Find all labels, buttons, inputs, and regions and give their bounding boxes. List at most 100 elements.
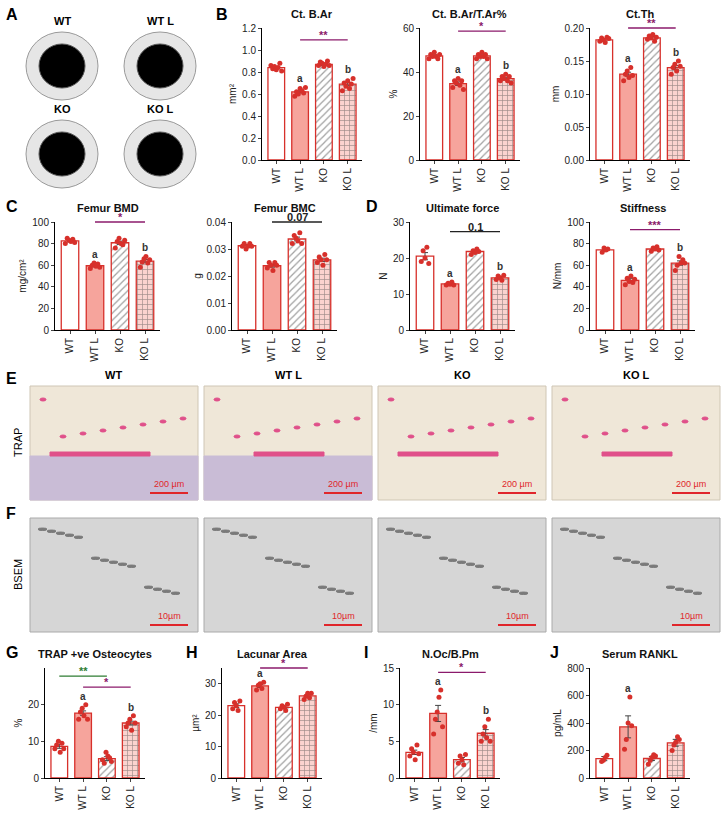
svg-text:I: I	[364, 644, 368, 661]
svg-text:D: D	[366, 198, 378, 215]
svg-text:Ultimate force: Ultimate force	[426, 202, 499, 214]
svg-text:a: a	[455, 64, 461, 75]
svg-text:WT: WT	[429, 168, 440, 184]
svg-text:BSEM: BSEM	[12, 559, 24, 590]
svg-text:KO: KO	[456, 786, 467, 801]
svg-text:KO L: KO L	[623, 369, 650, 381]
svg-text:mm²: mm²	[227, 83, 238, 104]
svg-text:20: 20	[573, 303, 585, 314]
svg-text:20: 20	[28, 699, 40, 710]
svg-text:60: 60	[403, 23, 415, 34]
svg-text:b: b	[483, 705, 489, 716]
svg-text:KO: KO	[101, 786, 112, 801]
svg-text:400: 400	[567, 718, 584, 729]
svg-text:WT L: WT L	[147, 15, 174, 27]
svg-text:WT: WT	[599, 168, 610, 184]
svg-text:30: 30	[205, 678, 217, 689]
svg-text:80: 80	[38, 238, 50, 249]
svg-text:WT: WT	[419, 338, 430, 354]
svg-text:g: g	[192, 273, 203, 279]
svg-text:mg/cm²: mg/cm²	[17, 259, 28, 293]
svg-text:KO: KO	[318, 168, 329, 183]
svg-text:KO L: KO L	[670, 168, 681, 191]
svg-text:KO: KO	[476, 168, 487, 183]
svg-text:0.0: 0.0	[242, 155, 256, 166]
svg-text:WT L: WT L	[432, 786, 443, 810]
svg-text:200: 200	[567, 745, 584, 756]
svg-text:KO: KO	[454, 369, 471, 381]
svg-text:10µm: 10µm	[506, 611, 529, 621]
svg-text:0.00: 0.00	[207, 325, 227, 336]
svg-text:%: %	[13, 718, 24, 727]
svg-text:200 µm: 200 µm	[502, 479, 532, 489]
svg-text:10µm: 10µm	[680, 611, 703, 621]
svg-text:0.1: 0.1	[468, 221, 483, 233]
svg-text:KO L: KO L	[494, 338, 505, 361]
svg-text:KO: KO	[646, 786, 657, 801]
svg-text:WT: WT	[54, 15, 71, 27]
svg-text:a: a	[92, 249, 98, 260]
svg-text:WT: WT	[599, 338, 610, 354]
svg-text:WT L: WT L	[294, 168, 305, 192]
svg-text:10: 10	[205, 741, 217, 752]
svg-text:b: b	[673, 47, 679, 58]
svg-text:1.2: 1.2	[242, 23, 256, 34]
svg-text:/mm: /mm	[368, 713, 379, 732]
svg-text:Ct. B.Ar: Ct. B.Ar	[291, 8, 333, 20]
svg-text:KO: KO	[114, 338, 125, 353]
svg-text:200 µm: 200 µm	[154, 479, 184, 489]
svg-text:WT: WT	[54, 786, 65, 802]
svg-text:KO L: KO L	[302, 786, 313, 809]
svg-text:WT L: WT L	[622, 786, 633, 810]
svg-text:1.0: 1.0	[242, 45, 256, 56]
svg-text:b: b	[503, 60, 509, 71]
svg-text:0.8: 0.8	[242, 67, 256, 78]
svg-text:20: 20	[403, 111, 415, 122]
svg-text:800: 800	[567, 663, 584, 674]
svg-text:a: a	[80, 691, 86, 702]
svg-text:200 µm: 200 µm	[676, 479, 706, 489]
svg-text:E: E	[6, 370, 17, 387]
svg-text:WT: WT	[105, 369, 122, 381]
svg-text:A: A	[6, 6, 18, 23]
svg-text:20: 20	[393, 253, 405, 264]
svg-text:WT L: WT L	[275, 369, 302, 381]
svg-text:*: *	[104, 676, 109, 688]
svg-text:Serum RANKL: Serum RANKL	[602, 648, 678, 660]
svg-text:WT L: WT L	[452, 168, 463, 192]
svg-text:**: **	[647, 17, 656, 29]
svg-text:40: 40	[573, 281, 585, 292]
svg-text:mm: mm	[550, 86, 561, 103]
svg-text:WT: WT	[409, 786, 420, 802]
svg-text:0.02: 0.02	[207, 271, 227, 282]
svg-text:KO L: KO L	[342, 168, 353, 191]
svg-text:100: 100	[567, 217, 584, 228]
svg-text:WT L: WT L	[622, 168, 633, 192]
svg-text:WT: WT	[64, 338, 75, 354]
svg-text:WT L: WT L	[624, 338, 635, 362]
svg-text:KO: KO	[649, 338, 660, 353]
svg-text:TRAP: TRAP	[12, 428, 24, 457]
svg-text:***: ***	[648, 219, 662, 231]
svg-text:a: a	[447, 268, 453, 279]
svg-text:10: 10	[383, 699, 395, 710]
svg-text:b: b	[497, 261, 503, 272]
svg-text:40: 40	[38, 281, 50, 292]
svg-text:WT L: WT L	[444, 338, 455, 362]
svg-text:N/mm: N/mm	[552, 263, 563, 290]
svg-text:0.2: 0.2	[242, 133, 256, 144]
svg-text:H: H	[186, 644, 198, 661]
svg-text:80: 80	[573, 238, 585, 249]
svg-text:0: 0	[210, 773, 216, 784]
svg-text:0.05: 0.05	[565, 122, 585, 133]
svg-text:0.03: 0.03	[207, 244, 227, 255]
svg-text:WT: WT	[271, 168, 282, 184]
svg-text:b: b	[142, 242, 148, 253]
svg-text:*: *	[479, 20, 484, 32]
svg-text:0: 0	[578, 773, 584, 784]
svg-text:a: a	[435, 676, 441, 687]
svg-text:*: *	[281, 657, 286, 669]
svg-text:N: N	[378, 272, 389, 279]
svg-text:Femur BMC: Femur BMC	[254, 202, 316, 214]
svg-text:0: 0	[408, 155, 414, 166]
